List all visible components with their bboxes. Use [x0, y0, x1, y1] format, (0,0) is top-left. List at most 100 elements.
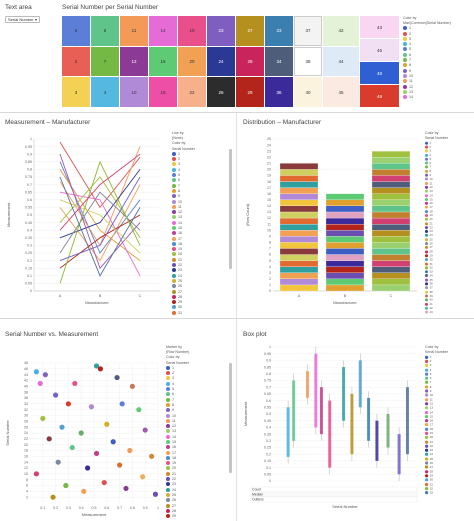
treemap-tile[interactable]: 40 — [294, 77, 322, 107]
boxplot-legend-item[interactable]: 29 — [425, 473, 460, 477]
scatter-legend-item[interactable]: 17 — [166, 450, 226, 455]
scatter-legend-item[interactable]: 25 — [166, 492, 226, 497]
line-legend-item[interactable]: 26 — [172, 284, 222, 289]
scatter-legend-item[interactable]: 4 — [166, 381, 226, 386]
distribution-legend-item[interactable]: 8 — [425, 169, 458, 173]
boxplot-legend-item[interactable]: 5 — [425, 372, 460, 376]
boxplot-legend-item[interactable]: 4 — [425, 367, 460, 372]
distribution-legend-item[interactable]: 29 — [425, 253, 458, 257]
scatter-legend-item[interactable]: 8 — [166, 402, 226, 407]
line-legend-item[interactable]: 16 — [172, 231, 222, 236]
distribution-legend-item[interactable]: 9 — [425, 173, 458, 177]
boxplot-legend-item[interactable]: 6 — [425, 376, 460, 380]
line-legend-item[interactable]: 9 — [172, 194, 222, 199]
treemap-tile[interactable]: 33 — [265, 16, 293, 46]
treemap-tile[interactable]: 36 — [265, 77, 293, 107]
treemap-tile[interactable]: 7 — [91, 46, 119, 77]
line-legend-item[interactable]: 18 — [172, 241, 222, 246]
distribution-legend-item[interactable]: 3 — [425, 149, 458, 153]
boxplot-legend-item[interactable]: 9 — [425, 388, 460, 393]
scatter-legend-item[interactable]: 11 — [166, 418, 226, 423]
treemap-legend-item[interactable]: 3 — [403, 36, 473, 41]
treemap-legend-item[interactable]: 13 — [403, 89, 473, 94]
distribution-legend-item[interactable]: 15 — [425, 197, 458, 201]
treemap-tile[interactable]: 38 — [294, 46, 322, 77]
boxplot-legend-item[interactable]: 3 — [425, 363, 460, 367]
distribution-legend-item[interactable]: 37 — [425, 286, 458, 290]
distribution-legend-item[interactable]: 20 — [425, 217, 458, 221]
boxplot-legend-item[interactable]: 8 — [425, 384, 460, 388]
treemap-tile[interactable]: 4 — [91, 77, 119, 107]
scatter-legend-item[interactable]: 5 — [166, 386, 226, 392]
treemap-tile[interactable]: 18 — [149, 77, 177, 107]
scatter-legend-item[interactable]: 26 — [166, 498, 226, 503]
boxplot-legend-item[interactable]: 10 — [425, 393, 460, 397]
line-legend-item[interactable]: 20 — [172, 252, 222, 257]
line-legend-item[interactable]: 12 — [172, 209, 222, 215]
line-legend-item[interactable]: 29 — [172, 300, 222, 305]
boxplot-legend-item[interactable]: 26 — [425, 461, 460, 465]
line-legend-item[interactable]: 23 — [172, 268, 222, 273]
boxplot-legend-item[interactable]: 28 — [425, 469, 460, 473]
boxplot-legend-item[interactable]: 13 — [425, 405, 460, 410]
treemap-tile[interactable]: 34 — [265, 46, 293, 77]
treemap-tile[interactable]: 14 — [149, 16, 177, 46]
distribution-legend-item[interactable]: 2 — [425, 145, 458, 149]
line-legend-item[interactable]: 3 — [172, 162, 222, 167]
treemap-tile[interactable]: 23 — [207, 16, 235, 46]
distribution-legend-item[interactable]: 33 — [425, 269, 458, 273]
scatter-legend-item[interactable]: 6 — [166, 392, 226, 397]
distribution-legend-item[interactable]: 7 — [425, 165, 458, 169]
treemap-tile[interactable]: 45 — [323, 77, 359, 107]
scatter-legend-item[interactable]: 10 — [166, 413, 226, 418]
treemap-legend-item[interactable]: 14 — [403, 94, 473, 100]
line-legend-item[interactable]: 6 — [172, 178, 222, 183]
line-legend-item[interactable]: 7 — [172, 183, 222, 188]
scatter-legend-item[interactable]: 12 — [166, 423, 226, 429]
boxplot-legend-item[interactable]: 23 — [425, 448, 460, 452]
distribution-legend-item[interactable]: 6 — [425, 161, 458, 165]
scatter-legend-item[interactable]: 14 — [166, 434, 226, 439]
distribution-legend-item[interactable]: 28 — [425, 249, 458, 253]
line-legend-item[interactable]: 24 — [172, 273, 222, 278]
distribution-legend-item[interactable]: 1 — [425, 141, 458, 145]
treemap-legend-item[interactable]: 8 — [403, 63, 473, 68]
scatter-legend-item[interactable]: 21 — [166, 471, 226, 476]
boxplot-legend-item[interactable]: 11 — [425, 397, 460, 401]
scatter-legend-item[interactable]: 23 — [166, 482, 226, 487]
distribution-legend-item[interactable]: 34 — [425, 273, 458, 277]
line-legend-item[interactable]: 30 — [172, 305, 222, 310]
boxplot-legend-item[interactable]: 2 — [425, 359, 460, 363]
scatter-legend-item[interactable]: 1 — [166, 365, 226, 370]
scatter-legend-item[interactable]: 19 — [166, 461, 226, 466]
boxplot-legend-item[interactable]: 16 — [425, 418, 460, 422]
scatter-legend-item[interactable]: 15 — [166, 439, 226, 444]
treemap-tile[interactable]: 26 — [207, 77, 235, 107]
line-legend-item[interactable]: 25 — [172, 278, 222, 283]
boxplot-legend-item[interactable]: 25 — [425, 456, 460, 461]
distribution-legend-item[interactable]: 19 — [425, 213, 458, 217]
line-legend-item[interactable]: 17 — [172, 236, 222, 241]
line-legend-item[interactable]: 8 — [172, 188, 222, 193]
scatter-legend-item[interactable]: 16 — [166, 445, 226, 450]
treemap-legend-item[interactable]: 1 — [403, 26, 473, 31]
treemap-legend-item[interactable]: 2 — [403, 31, 473, 36]
line-legend-item[interactable]: 22 — [172, 262, 222, 268]
treemap-tile[interactable]: 6 — [91, 16, 119, 46]
scatter-legend-item[interactable]: 28 — [166, 508, 226, 513]
scatter-legend-item[interactable]: 29 — [166, 514, 226, 519]
line-legend-item[interactable]: 15 — [172, 225, 222, 230]
distribution-legend-item[interactable]: 18 — [425, 209, 458, 213]
distribution-legend-item[interactable]: 32 — [425, 265, 458, 269]
line-legend-scrollbar[interactable] — [229, 149, 232, 269]
distribution-legend-item[interactable]: 17 — [425, 205, 458, 209]
distribution-legend-item[interactable]: 16 — [425, 201, 458, 205]
boxplot-legend-item[interactable]: 22 — [425, 444, 460, 448]
scatter-legend-item[interactable]: 22 — [166, 476, 226, 482]
distribution-legend-item[interactable]: 11 — [425, 181, 458, 185]
boxplot-legend-item[interactable]: 17 — [425, 422, 460, 427]
line-legend-item[interactable]: 19 — [172, 247, 222, 252]
treemap-tile[interactable]: 37 — [294, 16, 322, 46]
boxplot-legend-item[interactable]: 33 — [425, 490, 460, 494]
boxplot-legend-item[interactable]: 19 — [425, 431, 460, 435]
